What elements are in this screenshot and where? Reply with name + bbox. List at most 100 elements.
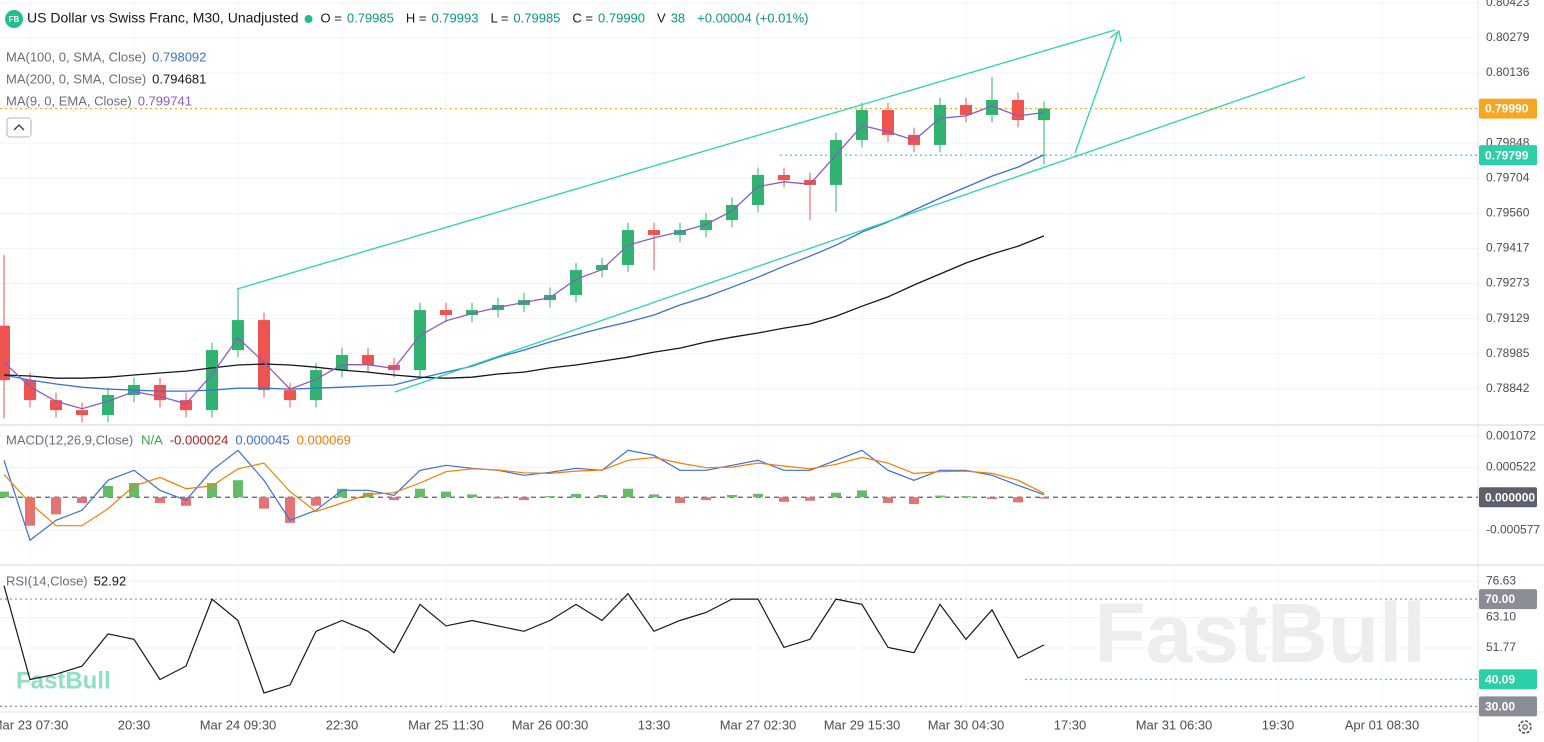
header-text: L =	[490, 10, 508, 25]
y-tick-label: 0.79273	[1486, 276, 1530, 290]
candle-body	[24, 380, 36, 401]
level-label: 0.79990	[1485, 102, 1529, 116]
candle-body	[778, 174, 790, 181]
y-tick-label: 76.63	[1486, 573, 1516, 587]
macd-histogram-bar	[675, 497, 685, 503]
header-text: 38	[671, 10, 685, 25]
macd-histogram-bar	[727, 495, 737, 498]
candle-body	[310, 370, 322, 401]
candle-body	[0, 325, 10, 381]
macd-histogram-bar	[493, 497, 503, 499]
header-text: 0.79990	[598, 10, 645, 25]
chevron-icon[interactable]	[13, 124, 25, 131]
level-label: 0.79799	[1485, 148, 1529, 162]
candle-body	[284, 390, 296, 401]
ma-line	[3, 105, 1045, 410]
watermark: FastBull	[1094, 586, 1425, 680]
candle-body	[102, 394, 114, 415]
x-tick-label: Mar 27 02:30	[720, 717, 797, 732]
y-tick-label: 0.79560	[1486, 206, 1530, 220]
macd-histogram-bar	[155, 497, 165, 503]
arrow-head	[1109, 29, 1122, 43]
macd-histogram-bar	[0, 491, 9, 498]
gear-hub[interactable]	[1522, 724, 1528, 730]
candle-body	[1012, 100, 1024, 121]
candle-body	[258, 320, 270, 391]
macd-histogram-bar	[571, 493, 581, 498]
x-tick-label: Mar 31 06:30	[1136, 717, 1213, 732]
x-tick-label: Mar 29 15:30	[824, 717, 901, 732]
indicator-value: 0.000045	[235, 432, 289, 447]
candle-body	[960, 104, 972, 115]
ma-legend-name: MA(100, 0, SMA, Close)	[6, 49, 146, 64]
candle-body	[466, 310, 478, 315]
macd-histogram-bar	[51, 497, 61, 515]
y-tick-label: 0.001072	[1486, 428, 1536, 442]
candle-body	[622, 230, 634, 265]
ma-legend-value: 0.799741	[138, 93, 192, 108]
gear-icon[interactable]	[1518, 720, 1532, 734]
channel-line	[394, 76, 1306, 393]
macd-histogram-bar	[779, 497, 789, 502]
candle-body	[752, 174, 764, 205]
macd-histogram-bar	[233, 480, 243, 498]
candle-body	[50, 400, 62, 411]
candle-body	[362, 354, 374, 365]
indicator-title: MACD(12,26,9,Close)	[6, 432, 133, 447]
macd-histogram-bar	[701, 497, 711, 501]
candle-body	[232, 320, 244, 351]
indicator-value: 0.000069	[297, 432, 351, 447]
macd-histogram-bar	[1013, 497, 1023, 503]
y-tick-label: 0.80279	[1486, 30, 1530, 44]
header-text: 0.79985	[513, 10, 560, 25]
macd-histogram-bar	[545, 496, 555, 498]
status-dot	[304, 15, 313, 23]
x-tick-label: Mar 26 00:30	[512, 717, 589, 732]
level-box	[1479, 669, 1537, 690]
header-text: +0.00004 (+0.01%)	[697, 10, 808, 25]
macd-histogram-bar	[805, 497, 815, 501]
candle-body	[674, 230, 686, 235]
macd-histogram-bar	[337, 488, 347, 498]
rsi-line	[3, 585, 1045, 694]
level-box	[1479, 98, 1537, 119]
y-tick-label: 0.80423	[1486, 0, 1530, 9]
macd-histogram-bar	[389, 497, 399, 501]
indicator-value: N/A	[141, 432, 163, 447]
candle-body	[1038, 108, 1050, 121]
candle-body	[76, 410, 88, 415]
macd-histogram-bar	[1039, 497, 1049, 499]
level-box	[1479, 589, 1537, 610]
collapse-button[interactable]	[6, 117, 32, 138]
y-tick-label: 51.77	[1486, 640, 1516, 654]
macd-histogram-bar	[129, 483, 139, 498]
candle-body	[336, 354, 348, 371]
y-tick-label: 0.79704	[1486, 171, 1530, 185]
candle-body	[830, 140, 842, 185]
macd-histogram-bar	[207, 483, 217, 498]
candle-body	[180, 400, 192, 411]
macd-histogram-bar	[753, 493, 763, 498]
drawings	[236, 29, 1306, 393]
x-tick-label: Mar 25 11:30	[408, 717, 484, 732]
macd-histogram-bar	[25, 497, 35, 526]
macd-histogram-bar	[935, 495, 945, 498]
button-frame[interactable]	[6, 117, 32, 138]
candle-body	[804, 180, 816, 185]
x-tick-label: 22:30	[326, 717, 359, 732]
candle-body	[440, 310, 452, 315]
macd-line	[3, 449, 1045, 542]
candle-body	[414, 310, 426, 371]
x-tick-label: 17:30	[1054, 717, 1087, 732]
header-text: US Dollar vs Swiss Franc, M30, Unadjuste…	[27, 10, 299, 26]
y-tick-label: 0.79417	[1486, 241, 1530, 255]
level-box	[1479, 487, 1537, 508]
macd-histogram-bar	[831, 492, 841, 498]
logo-text: FB	[9, 15, 20, 24]
marks	[0, 76, 1050, 694]
y-tick-label: 63.10	[1486, 610, 1516, 624]
settings-button[interactable]	[1518, 720, 1532, 734]
macd-line	[3, 456, 1045, 527]
macd-histogram-bar	[909, 497, 919, 505]
